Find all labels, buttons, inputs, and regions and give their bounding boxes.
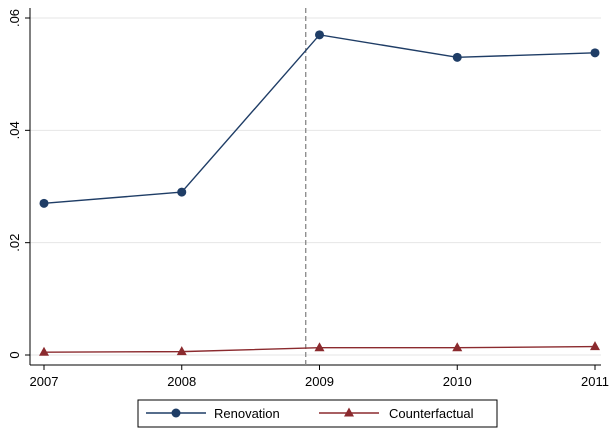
x-tick-label: 2009	[305, 374, 334, 389]
legend-label-counterfactual: Counterfactual	[389, 406, 474, 421]
data-point-counterfactual	[314, 342, 325, 352]
y-tick-label: .06	[7, 9, 22, 27]
legend-marker-counterfactual	[344, 407, 354, 417]
gridlines	[30, 17, 601, 356]
data-point-renovation	[452, 52, 462, 62]
data-point-counterfactual	[39, 346, 49, 356]
y-tick-label: .02	[7, 234, 22, 252]
legend: Renovation Counterfactual	[137, 399, 498, 428]
axis-ticks: 0 .02 .04 .06 2007 2008 2009 2010 2011	[7, 9, 609, 389]
legend-label-renovation: Renovation	[214, 406, 280, 421]
x-tick-label: 2008	[167, 374, 196, 389]
x-tick-label: 2011	[581, 374, 609, 389]
x-tick-label: 2007	[30, 374, 59, 389]
data-point-counterfactual	[176, 346, 187, 356]
legend-marker-renovation	[171, 408, 181, 418]
x-tick-label: 2010	[443, 374, 472, 389]
data-point-renovation	[590, 48, 600, 58]
series-group	[39, 30, 600, 356]
data-point-counterfactual	[590, 341, 600, 351]
data-point-renovation	[315, 30, 324, 40]
data-point-renovation	[177, 187, 187, 197]
y-tick-label: .04	[7, 121, 22, 139]
data-point-renovation	[39, 198, 49, 208]
data-point-counterfactual	[452, 342, 463, 352]
y-tick-label: 0	[7, 351, 22, 358]
